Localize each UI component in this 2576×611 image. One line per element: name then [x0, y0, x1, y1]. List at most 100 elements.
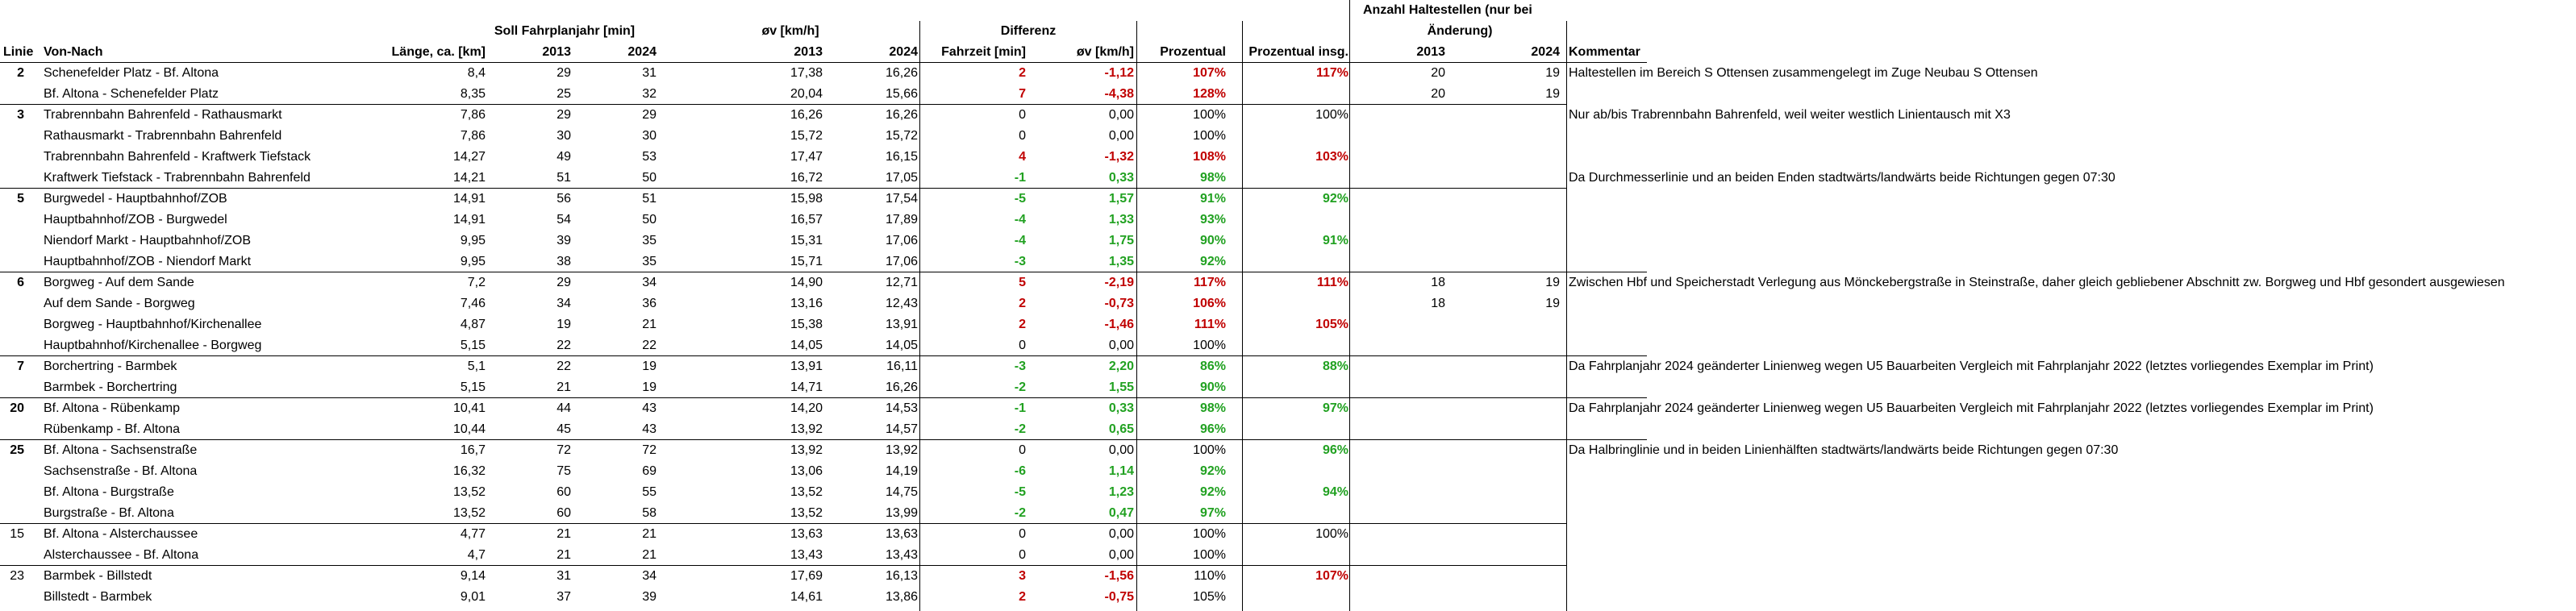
cell-fahrzeit-diff: -3 — [1014, 360, 1026, 373]
cell-ov-2024: 13,43 — [885, 548, 918, 562]
cell-soll-2024: 55 — [642, 485, 657, 499]
cell-prozentual: 100% — [1193, 527, 1226, 541]
cell-laenge: 4,87 — [460, 318, 486, 331]
cell-ov-2013: 13,43 — [790, 548, 823, 562]
cell-fahrzeit-diff: 3 — [1019, 569, 1026, 583]
cell-laenge: 8,35 — [460, 87, 486, 101]
cell-ov-2024: 14,75 — [885, 485, 918, 499]
header-fahrzeit: Fahrzeit [min] — [941, 45, 1026, 59]
cell-soll-2013: 49 — [556, 150, 571, 164]
cell-prozentual: 111% — [1194, 318, 1226, 331]
cell-ov-diff: -1,12 — [1104, 66, 1134, 80]
cell-ov-2024: 17,54 — [885, 192, 918, 206]
cell-ov-diff: -4,38 — [1104, 87, 1134, 101]
cell-ov-2024: 17,89 — [885, 213, 918, 227]
cell-ov-diff: 1,33 — [1108, 213, 1134, 227]
cell-prozentual-insg: 91% — [1322, 234, 1348, 247]
cell-prozentual-insg: 107% — [1315, 569, 1348, 583]
cell-prozentual-insg: 100% — [1315, 108, 1348, 122]
cell-laenge: 5,1 — [467, 360, 486, 373]
cell-ov-2024: 13,63 — [885, 527, 918, 541]
cell-linie: 2 — [17, 66, 24, 80]
cell-linie: 25 — [10, 443, 24, 457]
cell-ov-diff: 1,14 — [1108, 464, 1134, 478]
cell-ov-2013: 15,38 — [790, 318, 823, 331]
cell-soll-2024: 69 — [642, 464, 657, 478]
header-ov-2013: 2013 — [794, 45, 823, 59]
cell-prozentual: 100% — [1193, 443, 1226, 457]
cell-route: Bf. Altona - Burgstraße — [44, 485, 174, 499]
cell-route: Borchertring - Barmbek — [44, 360, 177, 373]
cell-laenge: 14,27 — [452, 150, 486, 164]
cell-soll-2013: 51 — [556, 171, 571, 185]
cell-route: Barmbek - Borchertring — [44, 380, 177, 394]
cell-fahrzeit-diff: 0 — [1019, 548, 1026, 562]
cell-prozentual-insg: 92% — [1322, 192, 1348, 206]
cell-route: Rathausmarkt - Trabrennbahn Bahrenfeld — [44, 129, 282, 143]
cell-route: Hauptbahnhof/ZOB - Burgwedel — [44, 213, 227, 227]
cell-soll-2013: 56 — [556, 192, 571, 206]
column-border — [1136, 21, 1137, 611]
cell-prozentual: 90% — [1199, 234, 1226, 247]
cell-fahrzeit-diff: -2 — [1014, 380, 1026, 394]
cell-soll-2024: 21 — [642, 318, 657, 331]
cell-laenge: 14,21 — [452, 171, 486, 185]
cell-route: Alsterchaussee - Bf. Altona — [44, 548, 199, 562]
cell-route: Bf. Altona - Alsterchaussee — [44, 527, 198, 541]
cell-soll-2013: 60 — [556, 506, 571, 520]
cell-linie: 23 — [10, 569, 24, 583]
header-soll-2013: 2013 — [542, 45, 571, 59]
cell-ov-2013: 16,26 — [790, 108, 823, 122]
cell-soll-2024: 22 — [642, 339, 657, 352]
cell-fahrzeit-diff: -4 — [1014, 213, 1026, 227]
cell-ov-2024: 14,19 — [885, 464, 918, 478]
cell-linie: 15 — [10, 527, 24, 541]
cell-route: Billstedt - Barmbek — [44, 590, 152, 604]
cell-route: Kraftwerk Tiefstack - Trabrennbahn Bahre… — [44, 171, 311, 185]
header-halt-2024: 2024 — [1531, 45, 1560, 59]
cell-ov-diff: 0,33 — [1108, 401, 1134, 415]
cell-soll-2024: 50 — [642, 213, 657, 227]
cell-ov-2024: 17,05 — [885, 171, 918, 185]
cell-ov-2013: 14,61 — [790, 590, 823, 604]
cell-ov-2024: 16,26 — [885, 66, 918, 80]
cell-ov-diff: 1,57 — [1108, 192, 1134, 206]
cell-halt-2013: 20 — [1431, 66, 1445, 80]
cell-soll-2024: 21 — [642, 548, 657, 562]
cell-laenge: 9,95 — [460, 255, 486, 268]
cell-soll-2013: 29 — [556, 276, 571, 289]
cell-prozentual: 92% — [1199, 464, 1226, 478]
cell-ov-diff: 1,55 — [1108, 380, 1134, 394]
cell-ov-2013: 14,90 — [790, 276, 823, 289]
header-divider — [0, 62, 1647, 63]
cell-kommentar: Da Fahrplanjahr 2024 geänderter Linienwe… — [1569, 401, 2374, 415]
header-differenz: Differenz — [1000, 24, 1057, 38]
cell-soll-2013: 30 — [556, 129, 571, 143]
cell-ov-diff: 0,00 — [1108, 527, 1134, 541]
cell-laenge: 16,32 — [452, 464, 486, 478]
cell-halt-2013: 18 — [1431, 297, 1445, 310]
cell-soll-2013: 45 — [556, 422, 571, 436]
cell-fahrzeit-diff: 2 — [1019, 66, 1026, 80]
header-kommentar: Kommentar — [1569, 45, 1640, 59]
cell-ov-2013: 14,05 — [790, 339, 823, 352]
cell-ov-2024: 17,06 — [885, 234, 918, 247]
cell-soll-2024: 30 — [642, 129, 657, 143]
cell-prozentual: 100% — [1193, 129, 1226, 143]
cell-ov-diff: 0,00 — [1108, 129, 1134, 143]
group-divider — [0, 439, 1647, 440]
cell-route: Burgstraße - Bf. Altona — [44, 506, 174, 520]
cell-ov-2013: 14,71 — [790, 380, 823, 394]
cell-laenge: 14,91 — [452, 192, 486, 206]
cell-laenge: 4,7 — [467, 548, 486, 562]
cell-route: Hauptbahnhof/Kirchenallee - Borgweg — [44, 339, 262, 352]
cell-prozentual: 92% — [1199, 485, 1226, 499]
header-ov-2024: 2024 — [889, 45, 918, 59]
cell-ov-2024: 16,26 — [885, 380, 918, 394]
cell-ov-diff: 0,65 — [1108, 422, 1134, 436]
cell-ov-2024: 13,86 — [885, 590, 918, 604]
cell-prozentual: 107% — [1193, 66, 1226, 80]
cell-prozentual-insg: 96% — [1322, 443, 1348, 457]
cell-prozentual-insg: 111% — [1316, 276, 1348, 289]
